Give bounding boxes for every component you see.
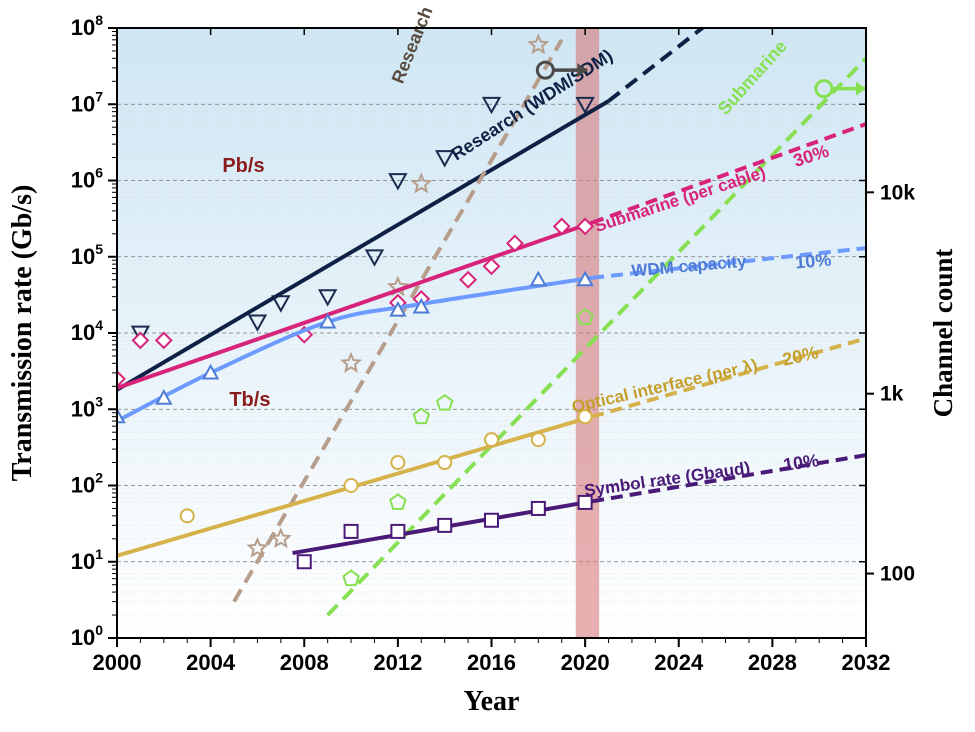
x-tick-label: 2012 bbox=[373, 650, 422, 675]
x-axis-title: Year bbox=[464, 686, 520, 717]
y-left-tick-label: 105 bbox=[71, 241, 103, 269]
y-right-tick-label: 100 bbox=[880, 563, 915, 586]
x-tick-label: 2000 bbox=[93, 650, 142, 675]
chart-root: { "canvas": { "width": 975, "height": 73… bbox=[0, 0, 975, 732]
x-tick-label: 2016 bbox=[467, 650, 516, 675]
y-right-axis-title: Channel count bbox=[928, 249, 958, 418]
x-tick-label: 2032 bbox=[842, 650, 891, 675]
x-tick-label: 2004 bbox=[186, 650, 236, 675]
y-left-tick-label: 107 bbox=[71, 88, 103, 116]
y-left-tick-label: 102 bbox=[71, 470, 103, 498]
series-label-wdm_capacity-rate: 10% bbox=[794, 249, 832, 272]
y-left-tick-label: 106 bbox=[71, 165, 103, 193]
y-right-tick-label: 1k bbox=[880, 383, 904, 406]
annotation-pbs: Pb/s bbox=[222, 155, 264, 177]
y-left-axis-title: Transmission rate (Gb/s) bbox=[7, 185, 38, 482]
x-tick-label: 2028 bbox=[748, 650, 797, 675]
y-left-tick-label: 108 bbox=[71, 12, 103, 40]
y-left-tick-label: 103 bbox=[71, 393, 103, 421]
y-left-tick-label: 101 bbox=[71, 546, 103, 574]
y-left-tick-label: 100 bbox=[71, 622, 103, 650]
y-right-tick-label: 10k bbox=[880, 181, 915, 204]
y-left-tick-label: 104 bbox=[71, 317, 103, 345]
x-tick-label: 2008 bbox=[280, 650, 329, 675]
annotation-tbs: Tb/s bbox=[229, 389, 270, 411]
chart-svg: Research (WDM/SDM)ResearchSubmarineSubma… bbox=[0, 0, 975, 732]
x-tick-label: 2020 bbox=[561, 650, 610, 675]
x-tick-label: 2024 bbox=[654, 650, 704, 675]
